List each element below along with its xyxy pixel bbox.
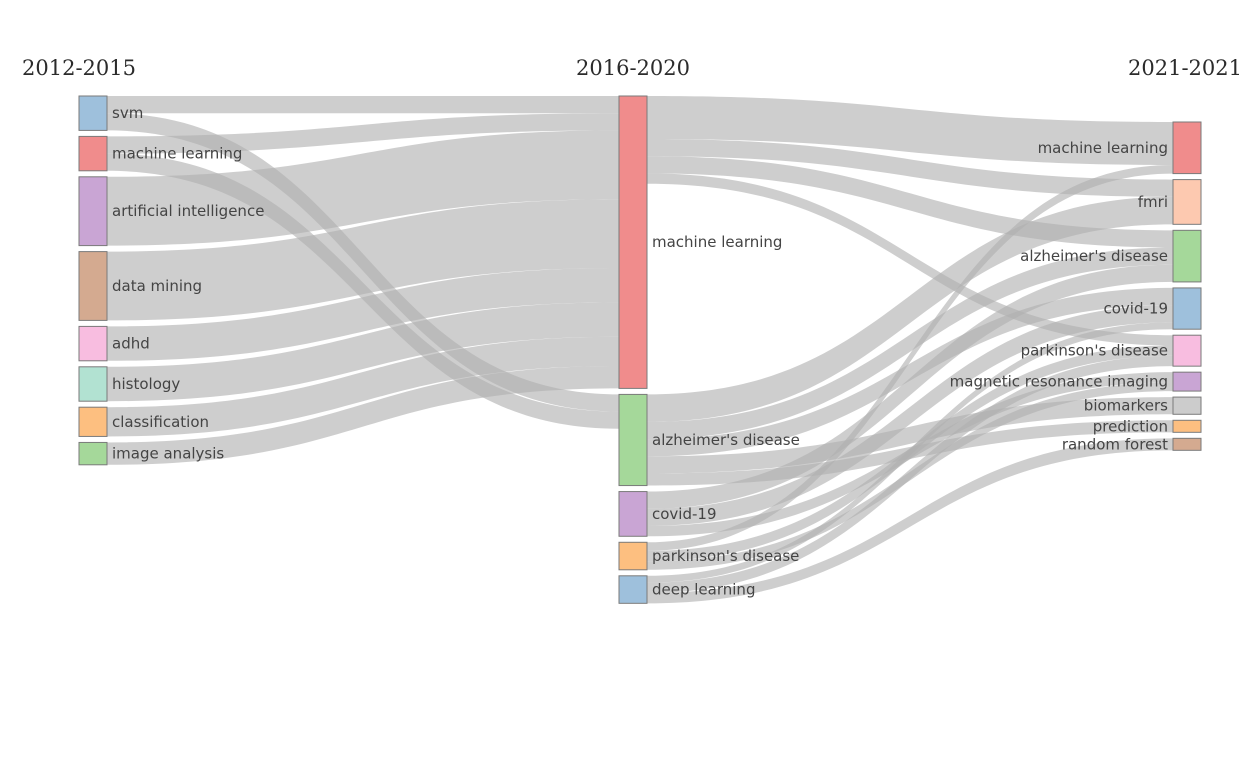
node-c_fmri[interactable]: [1172, 179, 1202, 225]
node-b_ml[interactable]: [618, 95, 648, 389]
node-label-c_park: parkinson's disease: [1021, 342, 1168, 360]
node-c_covid[interactable]: [1172, 287, 1202, 330]
flow-link-b_ml-to-c_fmri[interactable]: [647, 139, 1173, 197]
node-label-b_alz: alzheimer's disease: [652, 431, 800, 449]
flow-link-b_ml-to-c_ml[interactable]: [647, 96, 1173, 165]
flow-link-b_park-to-c_ml[interactable]: [647, 165, 1173, 551]
period-label-2012-2015: 2012-2015: [22, 56, 136, 80]
flow-link-a_ml-to-b_ml[interactable]: [107, 113, 619, 154]
node-c_park[interactable]: [1172, 334, 1202, 367]
node-label-a_class: classification: [112, 413, 209, 431]
node-label-a_hist: histology: [112, 375, 180, 393]
links-layer: [107, 96, 1173, 604]
node-label-c_ml: machine learning: [1038, 139, 1168, 157]
node-label-a_svm: svm: [112, 104, 143, 122]
flow-link-b_dl-to-c_rf[interactable]: [647, 438, 1173, 604]
node-a_svm[interactable]: [78, 95, 108, 131]
nodes-layer: svm machine learning artificial intelligen…: [78, 95, 1202, 604]
flow-link-b_dl-to-c_park[interactable]: [647, 355, 1173, 593]
flow-link-a_svm-to-b_ml[interactable]: [107, 96, 619, 114]
node-c_mri[interactable]: [1172, 371, 1202, 392]
node-a_ml[interactable]: [78, 135, 108, 172]
node-a_ai[interactable]: [78, 176, 108, 247]
node-label-c_bio: biomarkers: [1084, 397, 1168, 415]
flow-link-a_hist-to-b_ml[interactable]: [107, 302, 619, 402]
node-label-c_mri: magnetic resonance imaging: [950, 373, 1168, 391]
flow-link-b_covid-to-c_alz[interactable]: [647, 264, 1173, 509]
node-label-b_dl: deep learning: [652, 581, 755, 599]
period-label-2016-2020: 2016-2020: [576, 56, 690, 80]
node-label-c_rf: random forest: [1062, 435, 1168, 453]
node-label-b_covid: covid-19: [652, 505, 717, 523]
flow-link-b_alz-to-c_alz[interactable]: [647, 247, 1173, 440]
node-label-b_park: parkinson's disease: [652, 547, 799, 565]
flow-link-b_covid-to-c_covid[interactable]: [647, 305, 1173, 526]
node-b_park[interactable]: [618, 541, 648, 571]
node-label-c_covid: covid-19: [1104, 300, 1169, 318]
node-c_rf[interactable]: [1172, 437, 1202, 451]
node-a_img[interactable]: [78, 441, 108, 466]
node-label-c_alz: alzheimer's disease: [1020, 247, 1168, 265]
flow-link-b_alz-to-c_fmri[interactable]: [647, 196, 1173, 422]
node-b_dl[interactable]: [618, 575, 648, 604]
flow-link-b_dl-to-c_covid[interactable]: [647, 322, 1173, 583]
flow-link-b_ml-to-c_park[interactable]: [647, 173, 1173, 346]
node-label-a_dm: data mining: [112, 277, 202, 295]
node-a_hist[interactable]: [78, 366, 108, 402]
flow-link-b_alz-to-c_bio[interactable]: [647, 397, 1173, 474]
flow-link-a_dm-to-b_ml[interactable]: [107, 199, 619, 321]
node-c_pred[interactable]: [1172, 419, 1202, 433]
flow-link-a_img-to-b_ml[interactable]: [107, 366, 619, 465]
node-label-b_ml: machine learning: [652, 233, 782, 251]
node-a_class[interactable]: [78, 406, 108, 437]
node-b_covid[interactable]: [618, 491, 648, 537]
node-label-a_ai: artificial intelligence: [112, 202, 264, 220]
node-label-c_fmri: fmri: [1138, 193, 1168, 211]
node-c_bio[interactable]: [1172, 396, 1202, 415]
node-label-a_img: image analysis: [112, 445, 224, 463]
flow-link-a_adhd-to-b_ml[interactable]: [107, 268, 619, 361]
node-a_dm[interactable]: [78, 251, 108, 321]
node-c_alz[interactable]: [1172, 229, 1202, 283]
flow-link-b_alz-to-c_covid[interactable]: [647, 287, 1173, 457]
flow-link-a_ai-to-b_ml[interactable]: [107, 130, 619, 246]
node-label-c_pred: prediction: [1093, 417, 1168, 435]
node-label-a_adhd: adhd: [112, 335, 150, 353]
node-b_alz[interactable]: [618, 393, 648, 487]
node-c_ml[interactable]: [1172, 121, 1202, 175]
node-a_adhd[interactable]: [78, 325, 108, 362]
period-label-2021-2021: 2021-2021: [1128, 56, 1242, 80]
flow-link-a_class-to-b_ml[interactable]: [107, 336, 619, 437]
node-label-a_ml: machine learning: [112, 145, 242, 163]
